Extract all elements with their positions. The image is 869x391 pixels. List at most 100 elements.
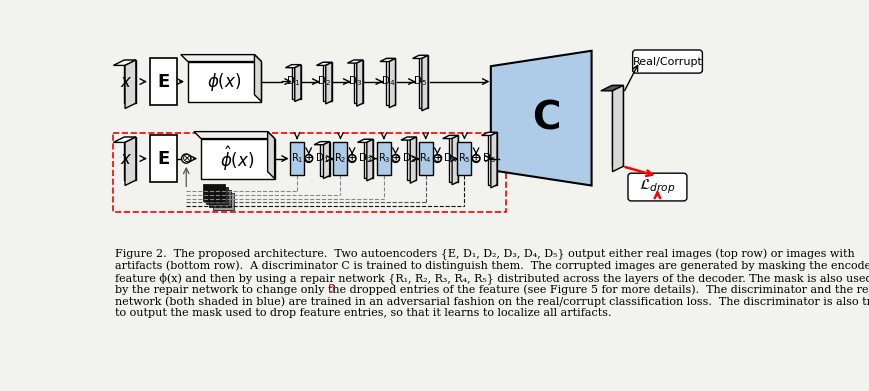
Text: $\otimes$: $\otimes$ [181,152,192,165]
Polygon shape [295,65,301,102]
Polygon shape [347,60,362,63]
Polygon shape [418,56,428,108]
Text: $\mathrm{D_5}$: $\mathrm{D_5}$ [481,152,495,165]
Polygon shape [490,51,591,185]
Text: $\mathrm{R_3}$: $\mathrm{R_3}$ [377,152,390,165]
Circle shape [348,155,355,162]
Polygon shape [488,133,496,185]
Polygon shape [314,142,329,145]
Text: by the repair network to change only the dropped entries of the feature (see Fig: by the repair network to change only the… [115,285,869,295]
Polygon shape [490,133,496,188]
FancyBboxPatch shape [376,142,390,175]
Circle shape [472,155,480,162]
Polygon shape [407,137,416,180]
Polygon shape [442,135,458,138]
Text: $\oplus$: $\oplus$ [346,152,357,165]
Polygon shape [113,137,136,142]
Text: $\mathrm{R_5}$: $\mathrm{R_5}$ [458,152,470,165]
Text: $\oplus$: $\oplus$ [431,152,442,165]
Polygon shape [320,142,329,176]
Text: network (both shaded in blue) are trained in an adversarial fashion on the real/: network (both shaded in blue) are traine… [115,296,869,307]
Polygon shape [322,62,332,101]
Text: $\mathrm{R_2}$: $\mathrm{R_2}$ [334,152,346,165]
Text: $\mathrm{D_2}$: $\mathrm{D_2}$ [358,152,372,165]
Text: $\phi(x)$: $\phi(x)$ [207,70,241,93]
Polygon shape [600,85,622,91]
Polygon shape [363,139,373,178]
Text: $\mathrm{D_4}$: $\mathrm{D_4}$ [380,75,395,88]
Text: $\mathrm{D_5}$: $\mathrm{D_5}$ [413,75,427,88]
Text: $\mathrm{D_4}$: $\mathrm{D_4}$ [443,152,457,165]
Text: feature ϕ(x) and then by using a repair network {R₁, R₂, R₃, R₄, R₅} distributed: feature ϕ(x) and then by using a repair … [115,273,869,284]
FancyBboxPatch shape [627,173,687,201]
Polygon shape [611,85,622,166]
Polygon shape [124,60,136,103]
Polygon shape [124,137,136,180]
Polygon shape [323,142,329,179]
FancyBboxPatch shape [209,190,231,207]
FancyBboxPatch shape [149,135,176,182]
FancyBboxPatch shape [206,187,228,204]
Polygon shape [325,62,332,104]
FancyBboxPatch shape [632,50,701,73]
Text: $\mathbf{E}$: $\mathbf{E}$ [156,73,169,91]
Polygon shape [194,132,275,138]
Polygon shape [316,62,332,65]
Polygon shape [421,56,428,111]
Polygon shape [254,55,261,102]
Text: $\mathrm{D_1}$: $\mathrm{D_1}$ [286,75,300,88]
Text: 5: 5 [328,285,335,294]
Polygon shape [188,61,261,102]
Polygon shape [401,137,416,140]
Polygon shape [125,137,136,185]
Polygon shape [113,60,136,65]
Text: $\mathcal{L}_{drop}$: $\mathcal{L}_{drop}$ [639,178,675,196]
Text: $\mathbf{E}$: $\mathbf{E}$ [156,150,169,168]
Circle shape [391,155,399,162]
Text: $\mathrm{R_1}$: $\mathrm{R_1}$ [290,152,303,165]
Text: $\mathrm{D_1}$: $\mathrm{D_1}$ [315,152,328,165]
Text: $\hat{\phi}(x)$: $\hat{\phi}(x)$ [220,144,255,173]
Polygon shape [612,85,622,172]
Polygon shape [481,133,496,135]
Circle shape [304,155,312,162]
Text: $x$: $x$ [120,73,133,91]
Polygon shape [125,60,136,109]
Polygon shape [268,132,275,179]
Text: $\mathrm{D_3}$: $\mathrm{D_3}$ [401,152,415,165]
FancyBboxPatch shape [203,184,225,201]
Text: $\oplus$: $\oplus$ [302,152,314,165]
Polygon shape [410,137,416,183]
Polygon shape [386,59,395,105]
Polygon shape [291,65,301,99]
FancyBboxPatch shape [418,142,432,175]
Text: artifacts (bottom row).  A discriminator C is trained to distinguish them.  The : artifacts (bottom row). A discriminator … [115,260,869,271]
FancyBboxPatch shape [289,142,303,175]
Polygon shape [412,56,428,59]
Polygon shape [353,60,362,103]
FancyBboxPatch shape [457,142,471,175]
Polygon shape [181,55,261,61]
Text: $\mathrm{D_2}$: $\mathrm{D_2}$ [317,75,331,88]
Text: $\mathrm{R_4}$: $\mathrm{R_4}$ [419,152,432,165]
Polygon shape [285,65,301,68]
Circle shape [433,155,441,162]
FancyBboxPatch shape [149,59,176,105]
Text: to output the mask used to drop feature entries, so that it learns to localize a: to output the mask used to drop feature … [115,308,611,318]
Circle shape [182,154,190,163]
Text: $\mathrm{D_3}$: $\mathrm{D_3}$ [348,75,362,88]
Polygon shape [452,135,458,185]
Polygon shape [448,135,458,182]
FancyBboxPatch shape [212,193,234,210]
Polygon shape [356,60,362,106]
Polygon shape [388,59,395,108]
FancyBboxPatch shape [333,142,347,175]
Polygon shape [367,139,373,181]
Text: Real/Corrupt: Real/Corrupt [632,57,701,66]
Polygon shape [201,138,275,179]
Text: $x$: $x$ [120,150,133,168]
Text: $\oplus$: $\oplus$ [470,152,481,165]
Text: Figure 2.  The proposed architecture.  Two autoencoders {E, D₁, D₂, D₃, D₄, D₅} : Figure 2. The proposed architecture. Two… [115,249,853,260]
Text: C: C [531,99,560,137]
Text: $\oplus$: $\oplus$ [389,152,401,165]
